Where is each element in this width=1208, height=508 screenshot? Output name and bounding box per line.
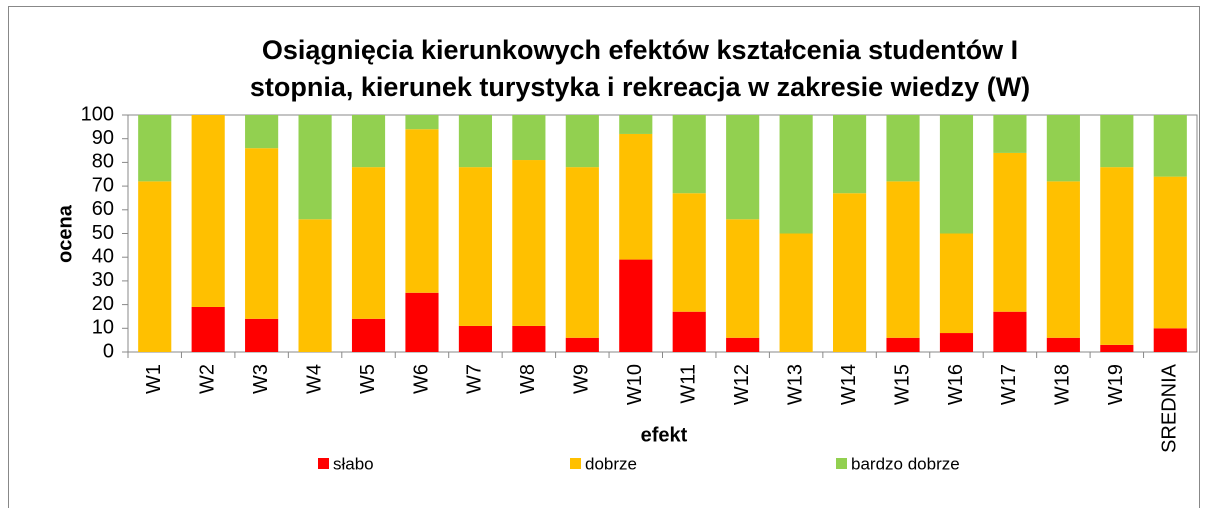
bar-segment — [993, 311, 1027, 352]
bar-segment — [245, 115, 279, 149]
x-tick-label: W17 — [998, 364, 1020, 405]
bar-segment — [191, 306, 225, 352]
y-axis-title: ocena — [54, 204, 76, 263]
x-tick-label: W1 — [143, 364, 165, 394]
bar-segment — [565, 337, 599, 352]
legend-swatch — [318, 458, 329, 469]
chart-title: Osiągnięcia kierunkowych efektów kształc… — [262, 35, 1018, 65]
bar-segment — [1153, 328, 1187, 352]
bar-segment — [298, 219, 332, 352]
bar-segment — [458, 115, 492, 168]
x-tick-label: W2 — [196, 364, 218, 394]
y-tick-label: 10 — [92, 317, 114, 339]
bar-segment — [1153, 176, 1187, 329]
bar-segment — [939, 233, 974, 334]
bar-segment — [512, 115, 546, 161]
legend-label: dobrze — [585, 454, 637, 473]
x-tick-label: W7 — [464, 364, 486, 394]
bar-segment — [726, 219, 760, 338]
x-axis-title: efekt — [641, 424, 688, 446]
x-tick-label: W4 — [303, 364, 325, 394]
bar-segment — [1046, 181, 1080, 338]
legend-swatch — [836, 458, 847, 469]
bar-segment — [405, 292, 439, 352]
bar-segment — [672, 193, 706, 312]
legend-swatch — [570, 458, 581, 469]
bar-segment — [833, 193, 867, 352]
bar-segment — [458, 325, 492, 352]
bar-segment — [565, 167, 599, 338]
bar-segment — [405, 115, 439, 130]
bar-segment — [298, 115, 332, 220]
chart-title: stopnia, kierunek turystyka i rekreacja … — [250, 72, 1030, 102]
bar-segment — [886, 337, 920, 352]
bar-segment — [1100, 167, 1134, 345]
y-tick-label: 20 — [92, 293, 114, 315]
bar-segment — [138, 181, 172, 352]
x-tick-label: W13 — [784, 364, 806, 405]
x-tick-label: W16 — [945, 364, 967, 405]
bar-segment — [1046, 115, 1080, 182]
bar-segment — [939, 333, 974, 352]
bar-segment — [619, 115, 653, 134]
bar-segment — [512, 160, 546, 326]
bar-segment — [993, 115, 1027, 153]
x-tick-label: W9 — [571, 364, 593, 394]
bar-segment — [351, 318, 386, 352]
bar-segment — [619, 133, 653, 260]
x-tick-label: W10 — [624, 364, 646, 405]
bar-segment — [245, 318, 279, 352]
x-tick-label: W8 — [517, 364, 539, 394]
y-tick-label: 70 — [92, 174, 114, 196]
x-tick-label: SREDNIA — [1159, 363, 1181, 453]
bar-segment — [1100, 115, 1134, 168]
bar-segment — [191, 115, 225, 307]
bar-segment — [1153, 115, 1187, 177]
bar-segment — [565, 115, 599, 168]
bar-segment — [672, 115, 706, 194]
x-tick-label: W11 — [678, 364, 700, 404]
x-tick-label: W19 — [1105, 364, 1127, 405]
y-tick-label: 30 — [92, 269, 114, 291]
bar-segment — [886, 181, 920, 338]
x-tick-label: W12 — [731, 364, 753, 405]
bar-segment — [245, 148, 279, 319]
x-tick-label: W6 — [410, 364, 432, 394]
bar-segment — [833, 115, 867, 194]
bar-segment — [939, 115, 974, 234]
y-tick-label: 90 — [92, 127, 114, 149]
bar-segment — [726, 337, 760, 352]
bar-segment — [458, 167, 492, 326]
bar-segment — [351, 115, 386, 168]
bar-segment — [779, 115, 813, 234]
plot-frame — [127, 114, 1198, 353]
bar-segment — [619, 259, 653, 352]
y-tick-label: 80 — [92, 151, 114, 173]
x-tick-label: W5 — [357, 364, 379, 394]
bar-segment — [886, 115, 920, 182]
y-tick-label: 60 — [92, 198, 114, 220]
legend-label: słabo — [333, 454, 374, 473]
bar-segment — [138, 115, 172, 182]
x-tick-label: W3 — [250, 364, 272, 394]
y-tick-label: 40 — [92, 245, 114, 267]
bar-segment — [405, 129, 439, 293]
bar-segment — [512, 325, 546, 352]
x-tick-label: W18 — [1052, 364, 1074, 405]
bar-segment — [1100, 344, 1134, 352]
y-tick-label: 100 — [81, 103, 114, 125]
bar-segment — [672, 311, 706, 352]
x-tick-label: W15 — [891, 364, 913, 405]
y-tick-label: 50 — [92, 222, 114, 244]
x-tick-label: W14 — [838, 364, 860, 405]
y-tick-label: 0 — [103, 340, 114, 362]
legend-label: bardzo dobrze — [851, 454, 960, 473]
bar-segment — [993, 152, 1027, 312]
bar-segment — [726, 115, 760, 220]
bar-segment — [351, 167, 386, 319]
bar-segment — [1046, 337, 1080, 352]
chart-frame — [8, 6, 1200, 508]
bar-segment — [779, 233, 813, 352]
